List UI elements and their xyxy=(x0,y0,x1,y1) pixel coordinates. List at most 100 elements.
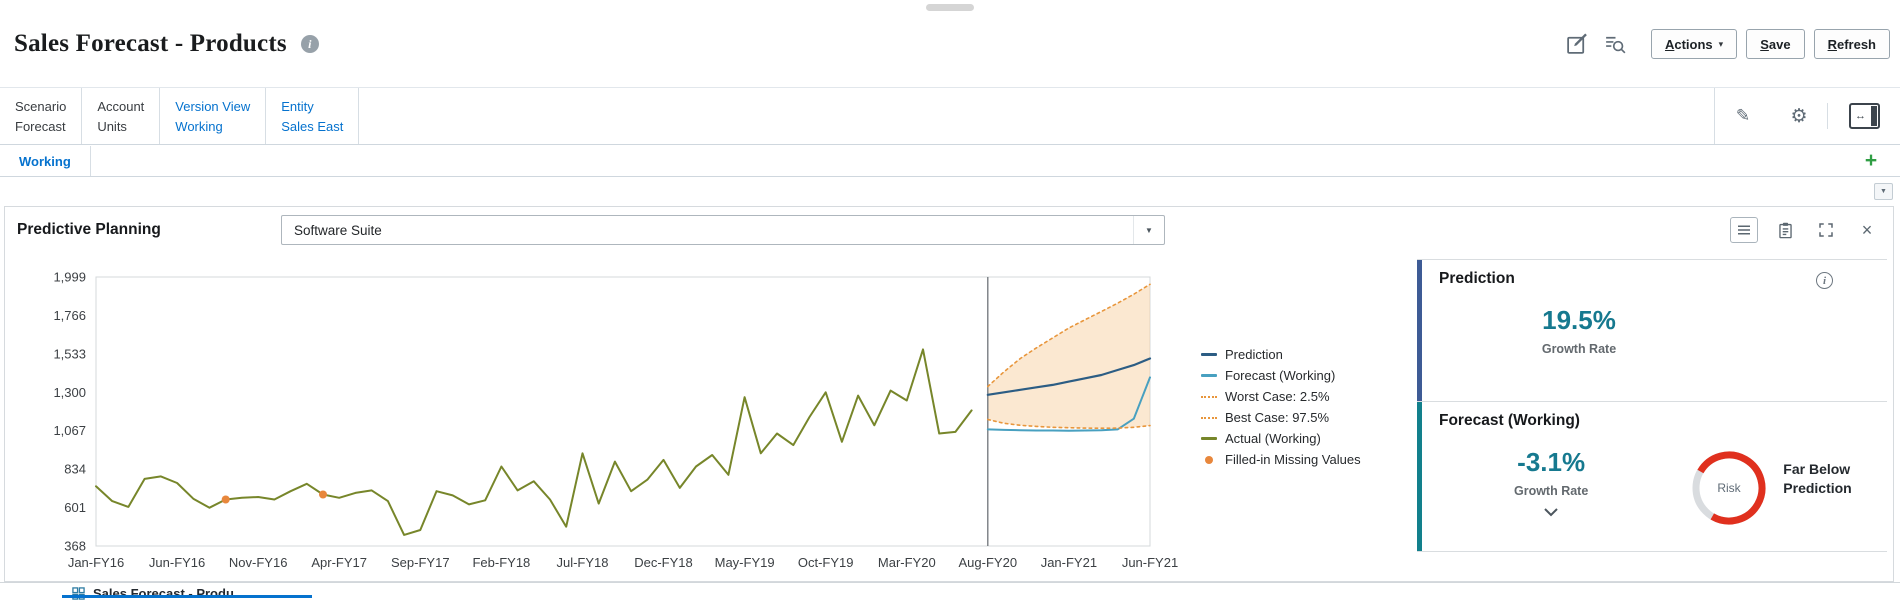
series-actual-working xyxy=(95,348,973,536)
chevron-down-icon: ▼ xyxy=(1133,216,1164,244)
legend-swatch xyxy=(1201,437,1217,440)
bottom-tab-active[interactable]: Sales Forecast - Produ xyxy=(72,583,234,601)
edit-icon[interactable] xyxy=(1563,30,1592,59)
menu-icon[interactable] xyxy=(1730,217,1758,243)
save-button[interactable]: Save xyxy=(1746,29,1805,59)
add-icon[interactable]: + xyxy=(1864,149,1878,172)
tab-working[interactable]: Working xyxy=(0,146,91,176)
filled-in-missing-point xyxy=(221,495,230,504)
pencil-icon[interactable]: ✎ xyxy=(1735,106,1751,125)
legend-item: Actual (Working) xyxy=(1201,431,1361,446)
prediction-card-title: Prediction xyxy=(1439,270,1515,287)
save-button-label: Save xyxy=(1760,36,1791,52)
forecast-growth-caption: Growth Rate xyxy=(1513,483,1589,498)
drag-handle[interactable] xyxy=(926,4,974,11)
forecast-growth-value: -3.1% xyxy=(1517,447,1586,477)
pov-toggle-box: ↔ xyxy=(1848,103,1880,129)
pov-member-value: Units xyxy=(97,118,127,134)
x-tick-label: Oct-FY19 xyxy=(798,555,854,570)
panel-header: Predictive Planning Software Suite ▼ × xyxy=(5,207,1893,253)
x-tick-label: May-FY19 xyxy=(715,555,775,570)
pov-spacer xyxy=(359,88,1714,144)
legend-swatch xyxy=(1205,455,1213,464)
x-tick-label: Feb-FY18 xyxy=(472,555,530,570)
legend-item: Filled-in Missing Values xyxy=(1201,452,1361,467)
find-icon[interactable] xyxy=(1601,30,1630,59)
series-forecast-working xyxy=(986,376,1151,432)
x-tick-label: Jan-FY21 xyxy=(1041,555,1097,570)
pov-member-value: Working xyxy=(175,118,223,134)
forecast-card-title: Forecast (Working) xyxy=(1439,412,1580,429)
y-tick-label: 1,999 xyxy=(53,270,86,285)
bottom-tab-bar: Sales Forecast - Produ xyxy=(0,582,1900,601)
x-tick-label: Sep-FY17 xyxy=(391,555,450,570)
member-selector[interactable]: Software Suite ▼ xyxy=(281,215,1165,245)
close-icon[interactable]: × xyxy=(1853,217,1881,243)
page-info-icon[interactable]: i xyxy=(300,35,319,53)
x-tick-label: Apr-FY17 xyxy=(311,555,367,570)
fullscreen-icon[interactable] xyxy=(1812,217,1840,243)
x-tick-label: Nov-FY16 xyxy=(229,555,288,570)
predictive-planning-panel: Predictive Planning Software Suite ▼ × 3… xyxy=(4,206,1894,582)
refresh-button-label: Refresh xyxy=(1827,36,1876,52)
sheet-tab-strip: Working + xyxy=(0,146,1900,177)
confidence-band xyxy=(987,284,1150,429)
pov-bar: Scenario Forecast Account Units Version … xyxy=(0,87,1900,145)
info-icon[interactable]: i xyxy=(1816,272,1833,289)
pov-dim-label: Account xyxy=(97,99,145,114)
y-tick-label: 1,067 xyxy=(53,423,86,438)
gear-icon[interactable]: ⚙ xyxy=(1790,105,1808,127)
chevron-down-icon[interactable] xyxy=(1543,507,1559,517)
grid-icon xyxy=(72,587,85,600)
y-tick-label: 601 xyxy=(64,500,86,515)
legend-label: Best Case: 97.5% xyxy=(1225,410,1330,425)
legend-label: Worst Case: 2.5% xyxy=(1225,389,1330,404)
pov-cell-entity[interactable]: Entity Sales East xyxy=(266,88,360,144)
pov-member-value: Sales East xyxy=(281,118,344,134)
actions-button[interactable]: Actions ▾ xyxy=(1650,29,1738,59)
y-tick-label: 834 xyxy=(64,462,86,477)
prediction-growth-value: 19.5% xyxy=(1542,305,1616,335)
legend-item: Prediction xyxy=(1201,347,1361,362)
pov-toggle-icon[interactable]: ↔ xyxy=(1827,103,1900,129)
pov-cell-account[interactable]: Account Units xyxy=(82,88,161,144)
y-tick-label: 1,300 xyxy=(53,385,86,400)
clipboard-icon[interactable] xyxy=(1771,217,1799,243)
page-header: Sales Forecast - Products i Actions ▾ Sa… xyxy=(0,16,1900,72)
x-tick-label: Jan-FY16 xyxy=(68,555,124,570)
legend-swatch xyxy=(1201,374,1217,377)
legend-label: Actual (Working) xyxy=(1225,431,1321,446)
risk-gauge-label: Risk xyxy=(1718,481,1742,495)
risk-gauge: Risk xyxy=(1687,446,1771,530)
bottom-tab-label: Sales Forecast - Produ xyxy=(93,586,234,601)
pov-dim-label: Entity xyxy=(281,99,314,114)
double-arrow-glyph: ↔ xyxy=(1855,109,1866,122)
risk-status: Far Below Prediction xyxy=(1783,461,1852,496)
filled-in-missing-point xyxy=(319,490,327,499)
prediction-growth-caption: Growth Rate xyxy=(1541,341,1617,356)
scrollbar-down-button[interactable]: ▼ xyxy=(1874,183,1893,200)
x-tick-label: Jun-FY16 xyxy=(149,555,205,570)
member-selector-value: Software Suite xyxy=(294,222,382,238)
pov-cell-scenario[interactable]: Scenario Forecast xyxy=(0,88,83,144)
y-tick-label: 368 xyxy=(64,539,86,554)
y-tick-label: 1,533 xyxy=(53,346,86,361)
x-tick-label: Mar-FY20 xyxy=(878,555,936,570)
y-tick-label: 1,766 xyxy=(53,308,86,323)
pov-member-value: Forecast xyxy=(15,118,66,134)
pov-tools: ✎ ⚙ ↔ xyxy=(1714,88,1900,144)
refresh-button[interactable]: Refresh xyxy=(1813,29,1890,59)
pov-cell-version[interactable]: Version View Working xyxy=(160,88,267,144)
page-title: Sales Forecast - Products xyxy=(14,30,287,57)
x-tick-label: Jun-FY21 xyxy=(1122,555,1178,570)
series-best-case-97-5 xyxy=(986,283,1151,388)
insight-cards: Prediction i 19.5% Growth Rate Forecast … xyxy=(1417,259,1887,552)
forecast-card: Forecast (Working) -3.1% Growth Rate Ris… xyxy=(1417,401,1887,552)
legend-item: Worst Case: 2.5% xyxy=(1201,389,1361,404)
caret-down-icon: ▾ xyxy=(1718,38,1724,49)
x-tick-label: Aug-FY20 xyxy=(959,555,1018,570)
x-tick-label: Dec-FY18 xyxy=(634,555,693,570)
pov-toggle-bar xyxy=(1870,106,1877,126)
legend-label: Filled-in Missing Values xyxy=(1225,452,1361,467)
panel-icons: × xyxy=(1730,217,1881,243)
